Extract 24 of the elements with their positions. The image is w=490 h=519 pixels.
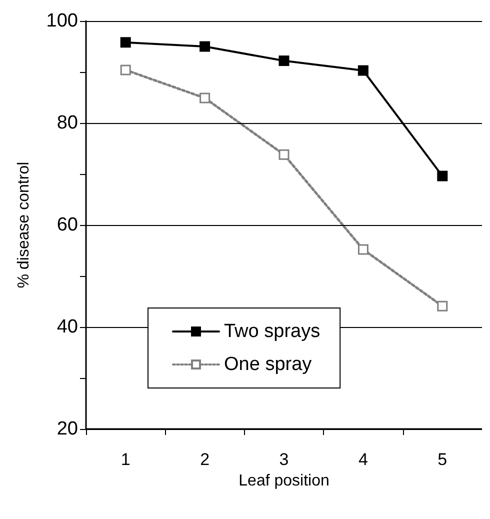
y-tick-label: 20 [56,418,78,440]
point [358,244,368,255]
point [120,37,131,48]
point [358,65,368,76]
y-tick-label: 80 [56,112,78,134]
y-tick-label: 100 [46,10,78,32]
x-axis-title: Leaf position [238,472,330,490]
point [278,149,290,160]
y-axis-title: % disease control [16,162,32,288]
point [200,41,210,52]
x-tick-label: 3 [279,450,289,469]
x-tick-label: 2 [200,450,210,469]
point [437,300,448,312]
point [278,56,290,66]
point [200,92,210,104]
x-tick-label: 1 [120,450,130,469]
point [120,64,131,76]
y-tick-label: 40 [56,316,78,338]
point [437,170,448,182]
legend-label: Two sprays [224,321,320,342]
x-tick-label: 5 [438,450,448,469]
legend-label: One spray [224,354,312,375]
x-tick-label: 4 [358,450,368,469]
y-tick-label: 60 [56,214,78,236]
